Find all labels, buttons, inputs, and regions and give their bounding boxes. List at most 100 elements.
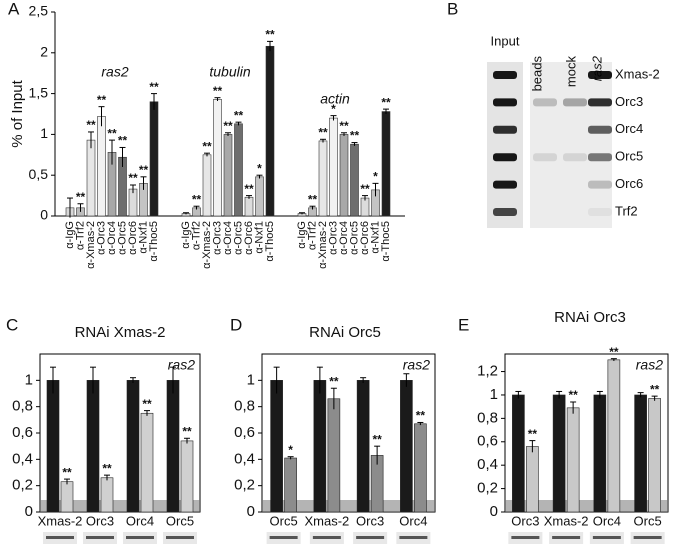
bar [552, 394, 566, 513]
bar [97, 116, 106, 217]
x-tick-label: α-Nxf1 [137, 221, 149, 254]
y-tick-label: 0,4 [477, 456, 498, 473]
y-tick-label: 0,8 [234, 398, 255, 415]
significance: ** [308, 192, 318, 206]
annotation: ras2 [403, 357, 430, 373]
x-tick-label: α-Nxf1 [253, 221, 265, 254]
x-tick-label: Xmas-2 [304, 513, 349, 528]
group-label: ras2 [101, 64, 128, 80]
bar [339, 134, 349, 217]
x-tick-label: Orc4 [399, 513, 427, 528]
significance: ** [192, 192, 202, 206]
x-tick-label: α-Orc6 [359, 221, 371, 255]
significance: ** [107, 126, 117, 140]
blot-band [563, 98, 587, 107]
blot-input [487, 62, 523, 228]
row-label: Trf2 [615, 203, 638, 218]
blot-band [588, 208, 612, 216]
bar [634, 394, 647, 513]
bar [213, 99, 222, 217]
y-tick-label: 0,4 [234, 450, 255, 467]
baseline-strip [505, 500, 668, 512]
x-tick-label: α-Thoc5 [264, 221, 276, 262]
y-tick-label: 0 [247, 503, 255, 520]
x-tick-label: α-IgG [180, 221, 192, 249]
lane-label: beads [529, 56, 544, 92]
blot-band [633, 536, 662, 539]
blot-images [487, 62, 612, 228]
bar [255, 176, 264, 217]
bar [284, 457, 297, 513]
significance: ** [118, 134, 128, 148]
y-tick-label: 1,5 [29, 84, 49, 100]
x-tick-label: Orc5 [166, 513, 194, 528]
significance: ** [318, 125, 328, 139]
bar [166, 380, 180, 513]
significance: ** [265, 28, 275, 42]
bar [223, 134, 233, 217]
row-label: Orc6 [615, 176, 643, 191]
lane-label: Input [491, 33, 520, 48]
x-tick-label: Orc5 [270, 513, 298, 528]
x-tick-label: Xmas-2 [544, 513, 589, 528]
bar [126, 380, 140, 513]
bar [180, 440, 194, 513]
blot-band [563, 153, 587, 162]
x-tick-label: α-Thoc5 [380, 221, 392, 262]
significance: ** [142, 397, 152, 411]
significance: ** [416, 409, 426, 423]
blot-band [588, 125, 612, 134]
blot-band [533, 98, 557, 107]
x-tick-label: Orc4 [126, 513, 154, 528]
y-axis-label: % of Input [9, 79, 26, 147]
blot-band [269, 536, 298, 539]
bar [512, 394, 525, 513]
blot-band [126, 536, 154, 539]
y-tick-label: 1 [247, 371, 255, 388]
y-tick-label: 1 [490, 386, 498, 403]
significance: * [257, 161, 262, 175]
significance: ** [202, 139, 212, 153]
panel-label: B [447, 0, 458, 18]
x-tick-label: Orc5 [634, 513, 662, 528]
group-label: actin [320, 91, 350, 107]
bar [244, 196, 254, 217]
panel-label: D [230, 315, 242, 334]
blot-band [588, 153, 612, 162]
blot-band [86, 536, 114, 539]
x-tick-label: α-Trf2 [306, 221, 318, 250]
y-tick-label: 0,2 [12, 477, 33, 494]
significance: ** [339, 119, 349, 133]
bar [327, 398, 341, 513]
bar [648, 398, 661, 513]
y-tick-label: 0 [40, 207, 48, 223]
row-label: Orc3 [615, 94, 643, 109]
chart-title: RNAi Xmas-2 [75, 324, 166, 341]
baseline-strip [262, 500, 435, 512]
x-tick-label: α-Orc4 [338, 221, 350, 255]
bar [270, 380, 283, 513]
significance: ** [97, 93, 107, 107]
bar [140, 412, 154, 513]
x-tick-label: α-Orc3 [211, 221, 223, 255]
blot-band [511, 536, 540, 539]
significance: ** [223, 119, 233, 133]
significance: ** [234, 108, 244, 122]
blot-band [312, 536, 341, 539]
significance: * [373, 170, 378, 184]
blot-band [399, 536, 428, 539]
significance: ** [128, 171, 138, 185]
bar [360, 197, 370, 217]
significance: ** [350, 129, 360, 143]
significance: ** [139, 163, 149, 177]
bar [86, 380, 100, 513]
bar [329, 117, 338, 217]
bar [414, 423, 427, 513]
blot-band [533, 153, 557, 162]
bar [46, 380, 60, 513]
y-tick-label: 1,2 [477, 363, 498, 380]
y-tick-label: 0,2 [477, 480, 498, 497]
blot-band [493, 98, 517, 107]
x-tick-label: Orc4 [593, 513, 621, 528]
blot-band [166, 536, 194, 539]
